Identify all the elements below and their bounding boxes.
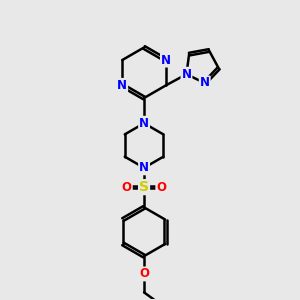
Text: N: N (161, 54, 171, 67)
Text: N: N (139, 161, 149, 174)
Text: O: O (122, 181, 132, 194)
Text: N: N (139, 117, 149, 130)
Text: N: N (117, 79, 127, 92)
Text: N: N (200, 76, 210, 89)
Text: O: O (139, 267, 149, 280)
Text: O: O (156, 181, 166, 194)
Text: N: N (182, 68, 191, 81)
Text: S: S (139, 180, 149, 194)
